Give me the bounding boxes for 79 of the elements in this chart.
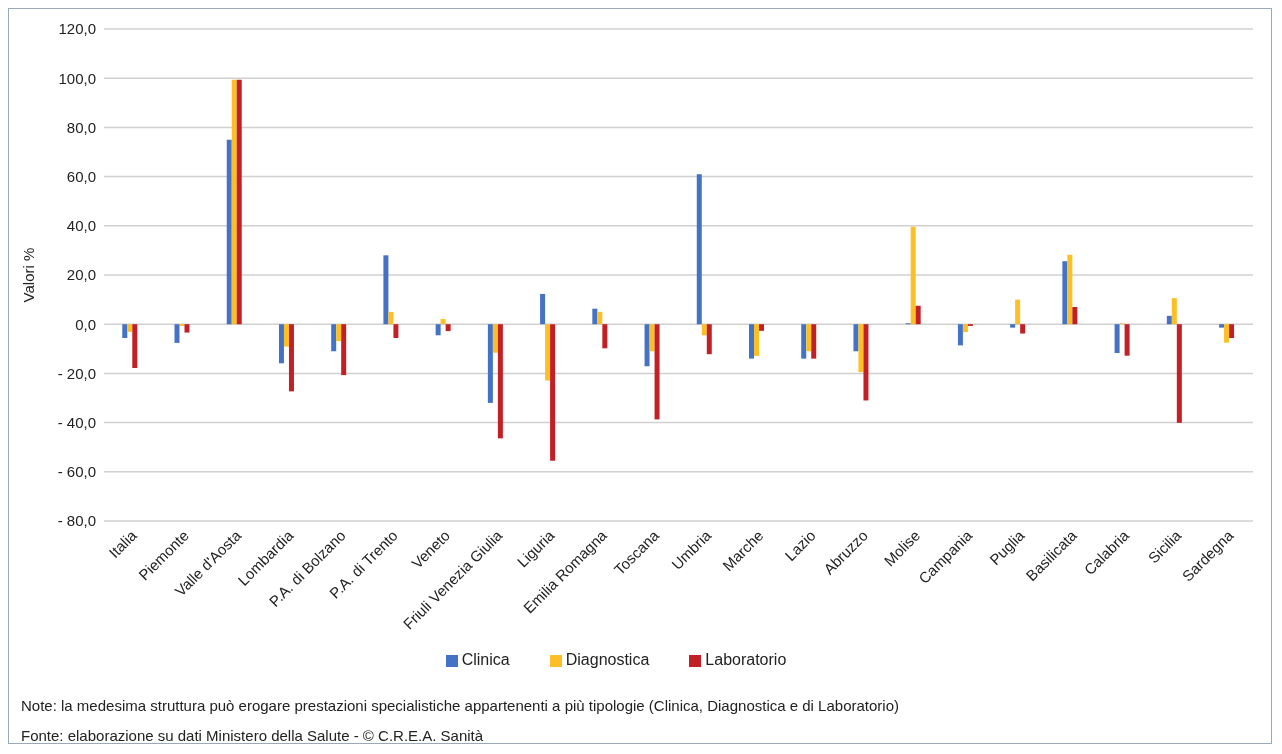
bar [597,311,603,325]
legend-label: Clinica [461,651,510,668]
y-axis-title: Valori % [20,247,38,303]
bar [759,324,765,331]
y-tick-label: - 60,0 [57,463,96,481]
bar [696,174,702,325]
bar [122,324,128,338]
bar [388,311,394,325]
bar [811,324,817,359]
bar [1020,324,1026,334]
bar [288,324,294,392]
bar [331,324,337,352]
bar [858,324,864,373]
legend-label: Laboratorio [705,651,787,668]
bar [863,324,869,401]
bar [1176,324,1182,423]
y-tick-label: 100,0 [58,69,96,87]
bar [962,324,968,333]
y-tick-label: - 80,0 [57,512,96,530]
bar [383,255,389,325]
bar [602,324,608,349]
y-tick-label: 80,0 [66,118,96,136]
bar [497,324,503,439]
y-tick-label: 20,0 [66,266,96,284]
bar [592,308,598,325]
bar [127,324,133,332]
bar [1062,261,1068,325]
bar [540,293,546,325]
bar [749,324,755,359]
bar [132,324,138,368]
bar [435,324,441,336]
bar [184,324,190,333]
bar [226,139,232,325]
bar [1224,324,1230,343]
bar [445,324,451,332]
y-tick-label: 120,0 [58,20,96,38]
bar [754,324,760,356]
bar [231,79,237,325]
bar [654,324,660,420]
bar [492,324,498,353]
bar [649,324,655,352]
bar [393,324,399,338]
y-tick-label: - 40,0 [57,413,96,431]
text: Note: la medesima struttura può erogare prestazioni specialistiche appartenenti a più tipologie (Clinica, Diagnostica e di Laboratorio) [21,696,899,716]
y-tick-label: 0,0 [75,315,96,333]
bar [1219,324,1225,328]
y-tick-label: 40,0 [66,217,96,235]
bar [644,324,650,367]
bar [706,324,712,355]
bar [550,324,556,461]
bar [801,324,807,359]
source-note: Fonte: elaborazione su dati Ministero della Salute - © C.R.E.A. Sanità [21,726,485,746]
bar [336,324,342,342]
bar [440,319,446,325]
bar [174,324,180,343]
bar [806,324,812,352]
bar [236,79,242,325]
bar [341,324,347,376]
bar [1229,324,1235,338]
bar [915,305,921,325]
bar [545,324,551,381]
bar [283,324,289,347]
bar [1166,315,1172,325]
bar [1015,299,1021,325]
bar [1010,324,1016,328]
bar [1124,324,1130,356]
bar [487,324,493,403]
bar [1114,324,1120,353]
bar [1072,306,1078,325]
y-tick-label: 60,0 [66,167,96,185]
bar [853,324,859,352]
bar [910,226,916,325]
bar [1171,298,1177,325]
y-tick-label: - 20,0 [57,364,96,382]
bar [957,324,963,346]
legend-label: Diagnostica [565,651,650,668]
bar [1067,254,1073,325]
bar [278,324,284,364]
bar [701,324,707,336]
